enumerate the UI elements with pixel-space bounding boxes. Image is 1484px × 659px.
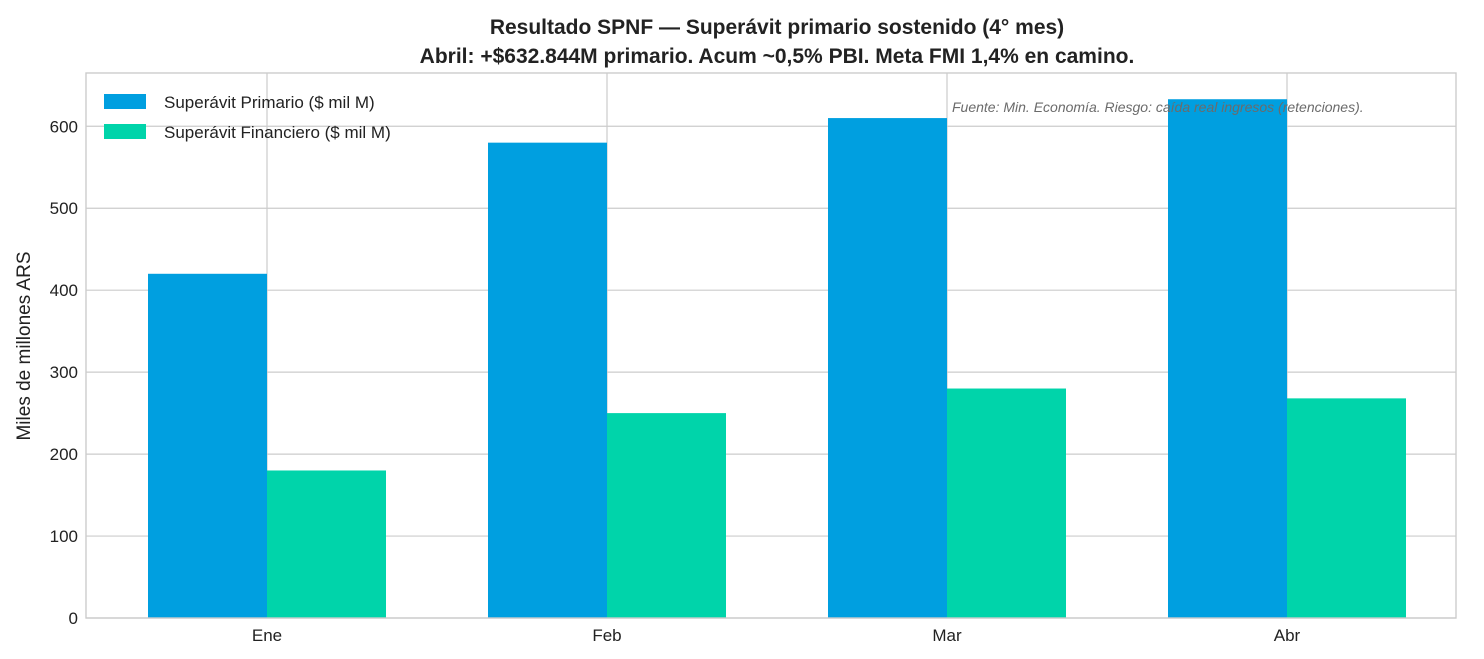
- legend: Superávit Primario ($ mil M) Superávit Fi…: [104, 93, 391, 142]
- bar-primario-feb: [488, 142, 607, 618]
- y-tick-label: 300: [50, 363, 78, 382]
- x-tick-label: Feb: [592, 626, 621, 645]
- x-tick-label: Ene: [252, 626, 282, 645]
- y-tick-label: 500: [50, 199, 78, 218]
- bar-financiero-feb: [607, 413, 726, 618]
- y-tick-label: 600: [50, 117, 78, 136]
- chart-title: Resultado SPNF — Superávit primario sost…: [490, 16, 1064, 39]
- chart-subtitle: Abril: +$632.844M primario. Acum ~0,5% P…: [420, 45, 1135, 68]
- y-tick-label: 200: [50, 445, 78, 464]
- legend-swatch: [104, 124, 146, 139]
- bar-financiero-ene: [267, 470, 386, 618]
- axes: 0 100 200 300 400 500 600 Ene Feb Mar Abr: [50, 72, 1457, 645]
- bar-financiero-mar: [947, 388, 1066, 618]
- y-tick-label: 400: [50, 281, 78, 300]
- bar-financiero-abr: [1287, 398, 1406, 618]
- bar-primario-abr: [1168, 99, 1287, 618]
- plot-frame: [85, 72, 1457, 619]
- y-tick-label: 0: [69, 609, 78, 628]
- x-tick-label: Mar: [932, 626, 962, 645]
- legend-label: Superávit Primario ($ mil M): [164, 93, 375, 112]
- bar-primario-mar: [828, 118, 947, 618]
- x-tick-label: Abr: [1274, 626, 1301, 645]
- legend-swatch: [104, 94, 146, 109]
- y-axis-label: Miles de millones ARS: [14, 251, 35, 440]
- bars: [148, 99, 1406, 618]
- bar-primario-ene: [148, 273, 267, 618]
- source-note: Fuente: Min. Economía. Riesgo: caída rea…: [952, 99, 1364, 115]
- legend-label: Superávit Financiero ($ mil M): [164, 123, 391, 142]
- y-tick-label: 100: [50, 527, 78, 546]
